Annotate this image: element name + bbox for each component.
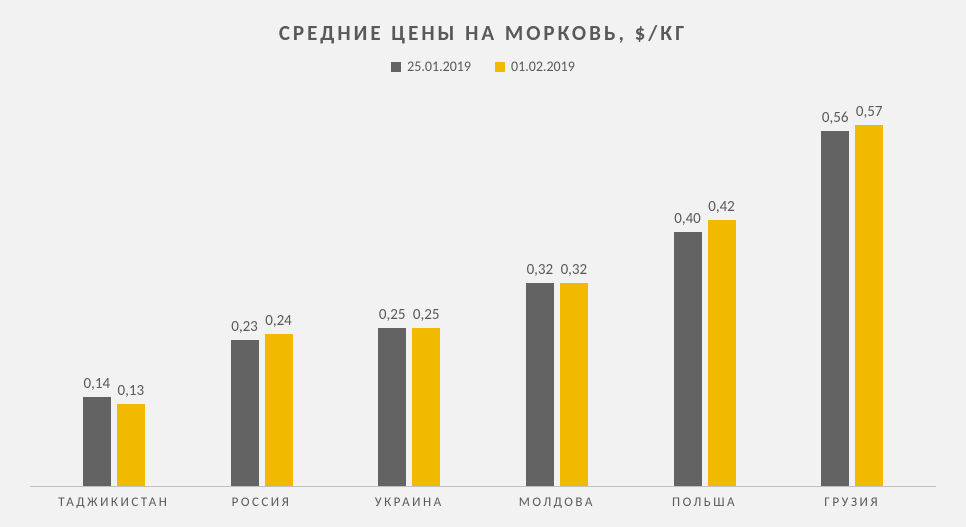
bar-value-label: 0,25	[413, 306, 440, 324]
legend-item-1: 01.02.2019	[495, 58, 575, 75]
x-axis-tick: ПОЛЬША	[631, 495, 779, 517]
bar-value-label: 0,57	[856, 103, 883, 121]
bar-wrap: 0,32	[526, 93, 554, 486]
bar-value-label: 0,56	[822, 109, 849, 127]
bar	[231, 340, 259, 486]
bar	[526, 283, 554, 486]
bar-wrap: 0,13	[117, 93, 145, 486]
bar-wrap: 0,56	[821, 93, 849, 486]
bar-wrap: 0,40	[674, 93, 702, 486]
bar-value-label: 0,14	[84, 375, 111, 393]
legend-label-1: 01.02.2019	[511, 58, 575, 75]
legend-swatch-1	[495, 62, 505, 72]
bar-group: 0,23 0,24	[188, 93, 336, 486]
legend-swatch-0	[391, 62, 401, 72]
bar-wrap: 0,14	[83, 93, 111, 486]
plot-area: 0,14 0,13 0,23 0,24 0,25 0,25 0,32 0,32 0,40 0,42…	[30, 93, 936, 487]
bar-group: 0,14 0,13	[40, 93, 188, 486]
bar-group: 0,56 0,57	[778, 93, 926, 486]
bar-value-label: 0,24	[265, 312, 292, 330]
legend-label-0: 25.01.2019	[407, 58, 471, 75]
bar	[560, 283, 588, 486]
chart-container: СРЕДНИЕ ЦЕНЫ НА МОРКОВЬ, $/КГ 25.01.2019…	[0, 0, 966, 527]
bar	[708, 220, 736, 486]
bar	[855, 125, 883, 486]
bar	[412, 328, 440, 486]
x-axis-tick: РОССИЯ	[188, 495, 336, 517]
bar	[117, 404, 145, 486]
bar	[674, 232, 702, 486]
bar-group: 0,32 0,32	[483, 93, 631, 486]
bar	[378, 328, 406, 486]
bar-wrap: 0,32	[560, 93, 588, 486]
legend-item-0: 25.01.2019	[391, 58, 471, 75]
chart-title: СРЕДНИЕ ЦЕНЫ НА МОРКОВЬ, $/КГ	[30, 20, 936, 46]
x-axis-tick: ГРУЗИЯ	[778, 495, 926, 517]
bar-value-label: 0,40	[674, 210, 701, 228]
x-axis-tick: ТАДЖИКИСТАН	[40, 495, 188, 517]
bar	[83, 397, 111, 486]
bar-group: 0,40 0,42	[631, 93, 779, 486]
bar-wrap: 0,24	[265, 93, 293, 486]
x-axis-tick: УКРАИНА	[335, 495, 483, 517]
bar-value-label: 0,42	[708, 198, 735, 216]
bar-value-label: 0,32	[561, 261, 588, 279]
bar-wrap: 0,25	[412, 93, 440, 486]
bar	[265, 334, 293, 486]
bar-value-label: 0,23	[231, 318, 258, 336]
legend: 25.01.2019 01.02.2019	[30, 58, 936, 75]
bar-value-label: 0,13	[118, 382, 145, 400]
bar-value-label: 0,25	[379, 306, 406, 324]
bar-value-label: 0,32	[527, 261, 554, 279]
bar-wrap: 0,25	[378, 93, 406, 486]
x-axis: ТАДЖИКИСТАНРОССИЯУКРАИНАМОЛДОВАПОЛЬШАГРУ…	[30, 487, 936, 517]
bar-wrap: 0,42	[708, 93, 736, 486]
bar-wrap: 0,57	[855, 93, 883, 486]
x-axis-tick: МОЛДОВА	[483, 495, 631, 517]
bar	[821, 131, 849, 486]
bar-wrap: 0,23	[231, 93, 259, 486]
bar-group: 0,25 0,25	[335, 93, 483, 486]
